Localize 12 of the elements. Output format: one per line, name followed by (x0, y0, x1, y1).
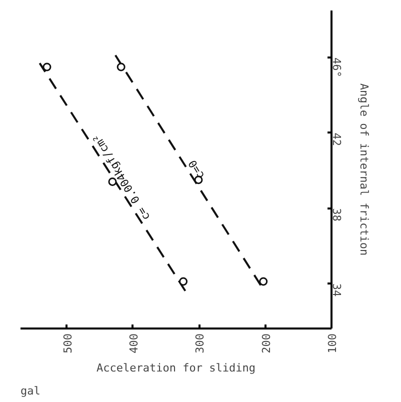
y-tick-label: 34 (330, 283, 343, 297)
x-tick-label: 500 (61, 333, 74, 354)
y-tick-label: 42 (330, 132, 343, 146)
y-axis-title: Angle of internal friction (358, 83, 370, 256)
x-tick-label: 300 (194, 333, 207, 354)
x-axis-title: Acceleration for sliding (96, 361, 256, 374)
y-tick-label: 38 (330, 208, 343, 222)
x-tick-label: 200 (260, 333, 273, 354)
x-tick-label: 400 (127, 333, 140, 354)
y-tick-label: 46° (330, 58, 343, 78)
text: gal (20, 384, 40, 398)
x-tick-label: 100 (326, 333, 339, 354)
